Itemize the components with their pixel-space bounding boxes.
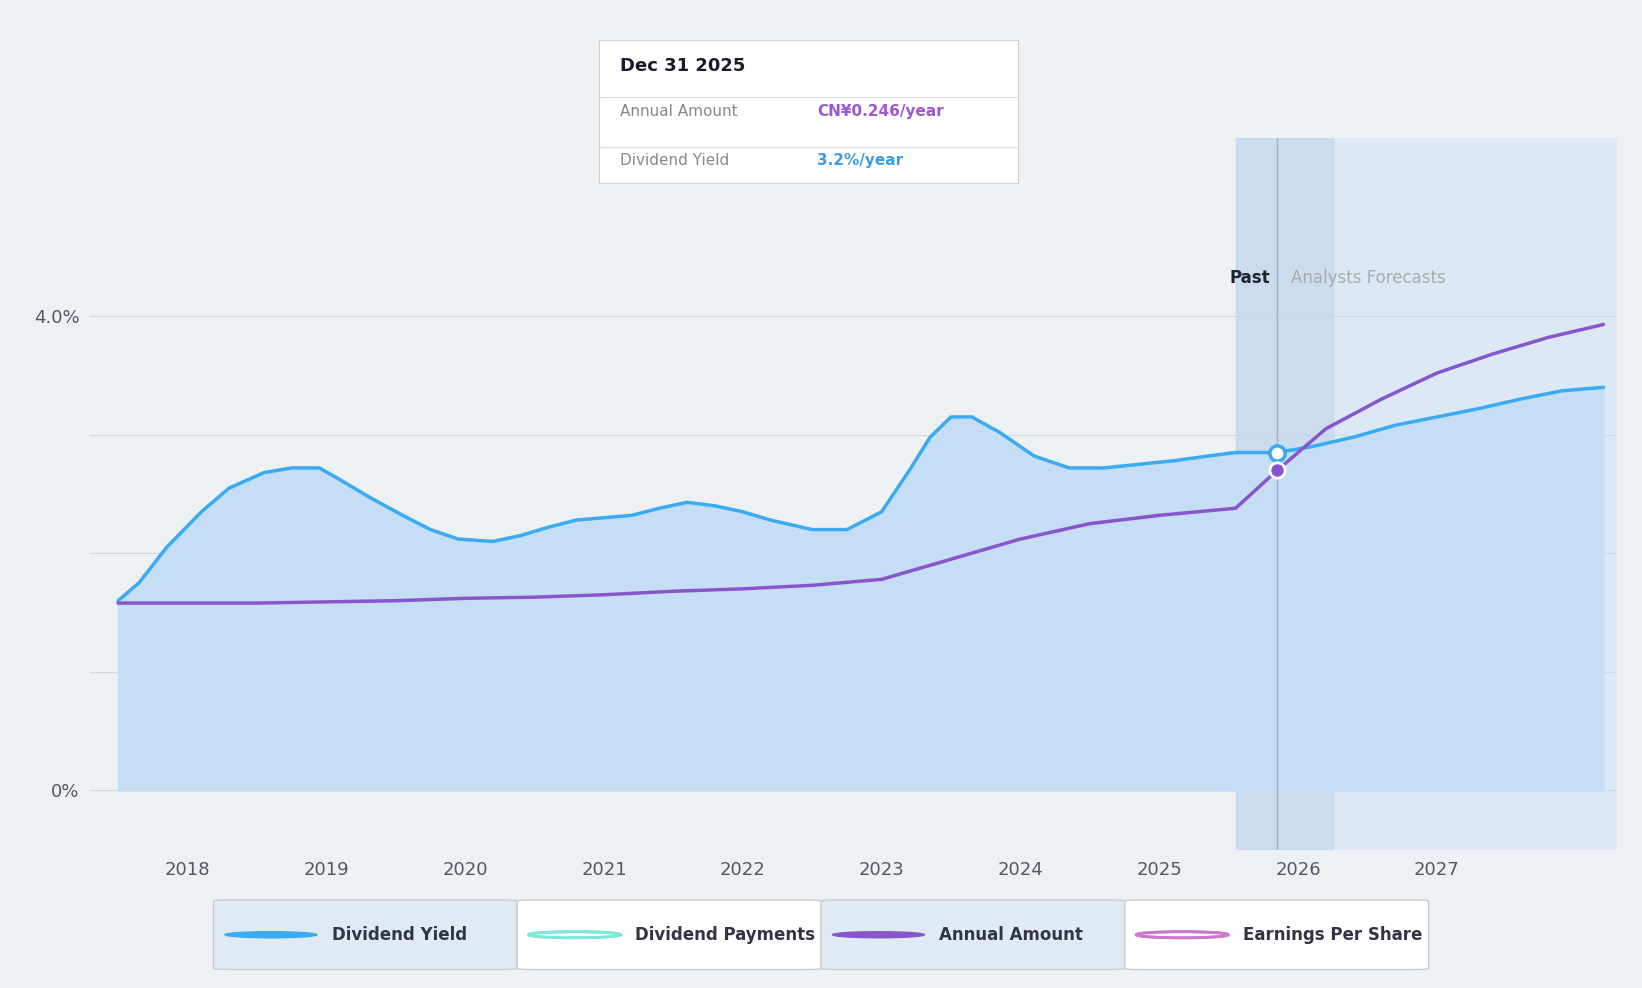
Circle shape <box>225 932 317 938</box>
Text: Earnings Per Share: Earnings Per Share <box>1243 926 1422 944</box>
FancyBboxPatch shape <box>821 900 1125 969</box>
Circle shape <box>1136 932 1228 938</box>
FancyBboxPatch shape <box>517 900 821 969</box>
Text: Past: Past <box>1230 269 1271 287</box>
FancyBboxPatch shape <box>1125 900 1429 969</box>
Bar <box>1235 138 1333 850</box>
Text: Dividend Yield: Dividend Yield <box>332 926 466 944</box>
FancyBboxPatch shape <box>213 900 517 969</box>
Circle shape <box>529 932 621 938</box>
Text: Annual Amount: Annual Amount <box>621 104 737 119</box>
Text: Annual Amount: Annual Amount <box>939 926 1084 944</box>
Circle shape <box>832 932 924 938</box>
Text: Dec 31 2025: Dec 31 2025 <box>621 56 745 75</box>
Text: Analysts Forecasts: Analysts Forecasts <box>1291 269 1447 287</box>
Text: Dividend Payments: Dividend Payments <box>635 926 816 944</box>
Text: 3.2%/year: 3.2%/year <box>818 153 903 168</box>
Bar <box>1235 138 1617 850</box>
Text: CN¥0.246/year: CN¥0.246/year <box>818 104 944 119</box>
Text: Dividend Yield: Dividend Yield <box>621 153 729 168</box>
